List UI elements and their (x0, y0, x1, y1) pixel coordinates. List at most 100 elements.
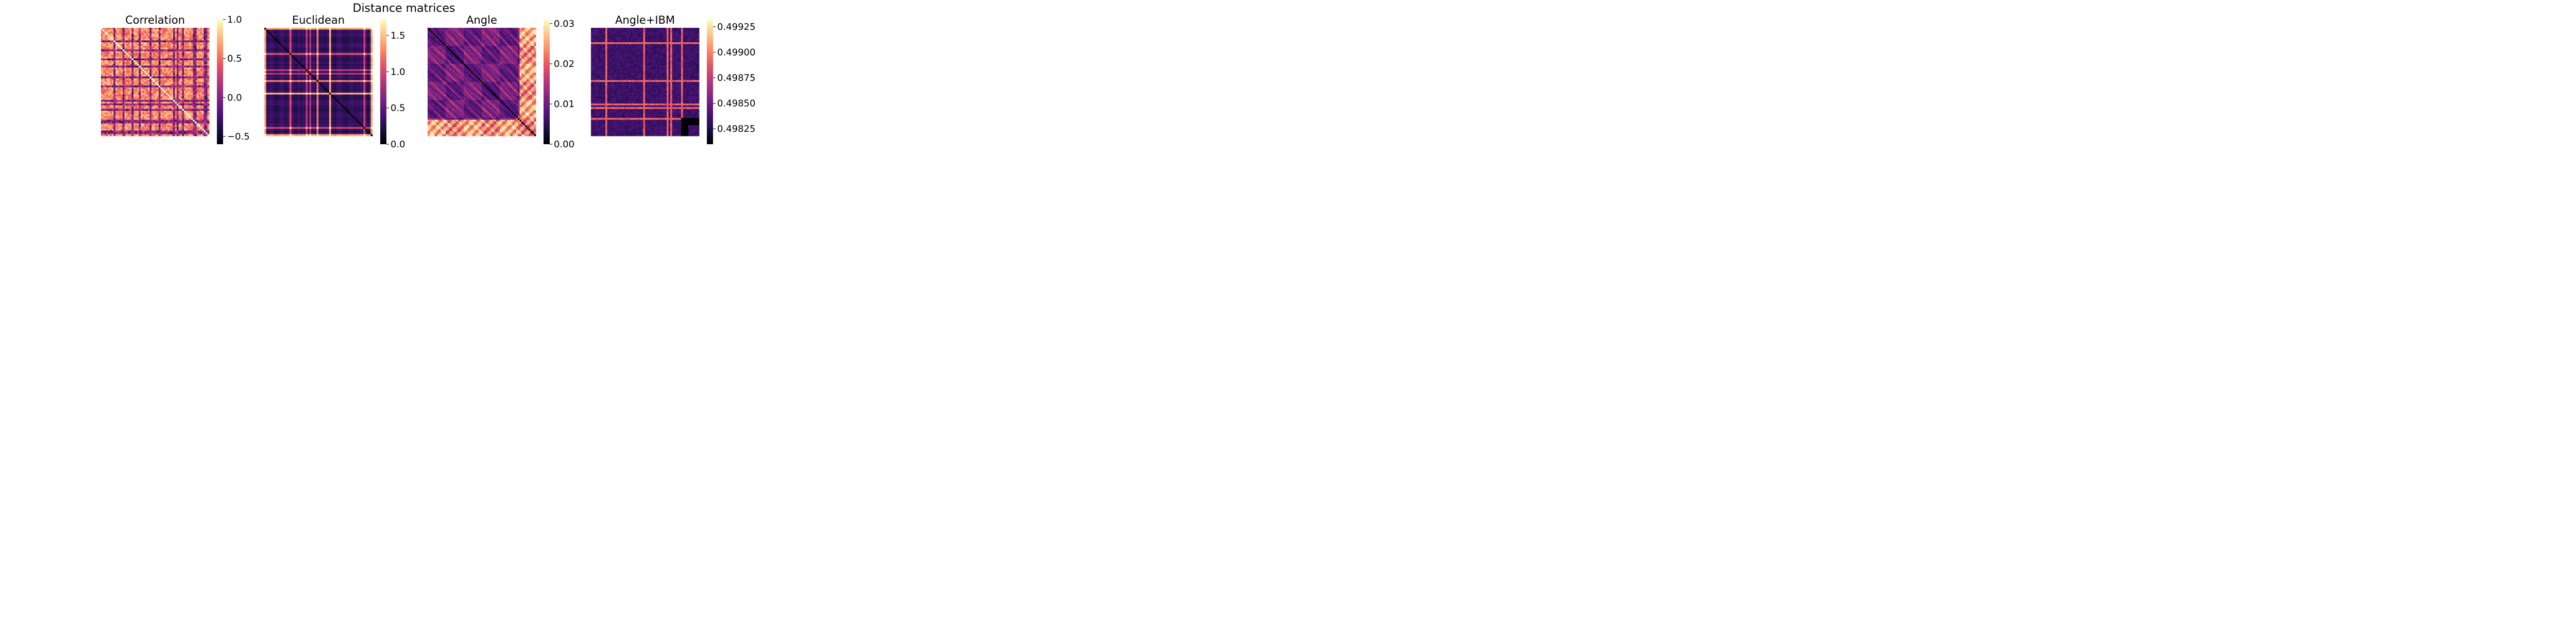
heatmap-cell (131, 109, 134, 111)
heatmap-cell (331, 47, 333, 50)
heatmap-cell (293, 49, 295, 52)
heatmap-cell (198, 75, 200, 77)
heatmap-cell (130, 132, 132, 134)
heatmap-cell (277, 67, 279, 70)
heatmap-cell (308, 64, 310, 66)
heatmap-cell (304, 28, 306, 30)
heatmap-cell (117, 28, 120, 30)
heatmap-cell (358, 67, 360, 70)
heatmap-cell (123, 82, 125, 84)
heatmap-cell (126, 132, 128, 134)
heatmap-cell (284, 37, 286, 39)
heatmap-cell (189, 51, 192, 54)
heatmap-cell (180, 44, 182, 46)
heatmap-cell (349, 49, 351, 52)
heatmap-cell (113, 78, 116, 80)
heatmap-cell (175, 118, 177, 120)
heatmap-cell (166, 33, 168, 36)
heatmap-cell (327, 53, 330, 55)
heatmap-cell (287, 33, 290, 36)
heatmap-cell (198, 40, 200, 43)
heatmap-cell (149, 55, 152, 57)
heatmap-cell (191, 69, 193, 72)
heatmap-cell (137, 60, 139, 62)
heatmap-cell (149, 82, 152, 84)
heatmap-cell (159, 51, 161, 54)
heatmap-cell (113, 104, 116, 106)
heatmap-cell (351, 35, 353, 37)
heatmap-cell (167, 37, 170, 39)
heatmap-cell (157, 89, 159, 91)
heatmap-cell (131, 51, 134, 54)
heatmap-cell (340, 35, 342, 37)
heatmap-cell (131, 47, 134, 50)
heatmap-cell (119, 42, 121, 44)
heatmap-cell (360, 31, 362, 33)
heatmap-cell (363, 64, 366, 66)
heatmap-cell (128, 109, 130, 111)
heatmap-cell (164, 60, 166, 62)
heatmap-cell (308, 55, 310, 57)
heatmap-cell (369, 55, 371, 57)
heatmap-cell (153, 91, 156, 93)
heatmap-cell (269, 47, 272, 50)
heatmap-cell (112, 134, 114, 136)
heatmap-cell (170, 64, 172, 66)
heatmap-cell (358, 58, 360, 61)
heatmap-cell (180, 122, 182, 124)
heatmap-cell (167, 83, 170, 86)
heatmap-cell (151, 40, 154, 43)
heatmap-cell (133, 49, 135, 52)
heatmap-cell (198, 129, 200, 131)
heatmap-cell (167, 91, 170, 93)
heatmap-cell (137, 101, 139, 104)
heatmap-cell (369, 60, 371, 62)
heatmap-cell (178, 127, 181, 129)
heatmap-cell (137, 29, 139, 32)
heatmap-cell (365, 47, 367, 50)
heatmap-cell (316, 47, 319, 50)
heatmap-cell (112, 57, 114, 59)
heatmap-cell (128, 91, 130, 93)
heatmap-cell (175, 125, 177, 127)
heatmap-cell (121, 49, 123, 52)
heatmap-cell (131, 85, 134, 88)
heatmap-cell (151, 96, 154, 98)
heatmap-cell (167, 125, 170, 127)
heatmap-cell (144, 98, 146, 100)
heatmap-cell (195, 29, 197, 32)
heatmap-cell (119, 100, 121, 102)
heatmap-cell (207, 101, 210, 104)
heatmap-cell (144, 29, 146, 32)
heatmap-cell (149, 116, 152, 118)
heatmap-cell (121, 94, 123, 97)
heatmap-cell (206, 107, 208, 109)
heatmap-cell (101, 33, 103, 36)
heatmap-cell (115, 69, 117, 72)
heatmap-cell (177, 40, 179, 43)
heatmap-cell (198, 44, 200, 46)
heatmap-cell (162, 82, 164, 84)
heatmap-cell (112, 107, 114, 109)
heatmap-cell (266, 35, 268, 37)
heatmap-cell (184, 40, 186, 43)
heatmap-cell (340, 29, 342, 32)
heatmap-cell (106, 119, 109, 122)
heatmap-cell (268, 46, 270, 48)
heatmap-cell (277, 42, 279, 44)
heatmap-cell (189, 31, 192, 33)
heatmap-cell (164, 83, 166, 86)
heatmap-cell (123, 125, 125, 127)
heatmap-cell (287, 44, 290, 46)
heatmap-cell (304, 39, 306, 41)
heatmap-cell (185, 104, 188, 106)
heatmap-cell (157, 44, 159, 46)
heatmap-cell (108, 80, 110, 82)
heatmap-cell (347, 55, 349, 57)
heatmap-cell (313, 42, 315, 44)
heatmap-cell (182, 98, 184, 100)
heatmap-cell (139, 57, 141, 59)
heatmap-cell (151, 31, 154, 33)
heatmap-cell (177, 51, 179, 54)
heatmap-cell (351, 55, 353, 57)
